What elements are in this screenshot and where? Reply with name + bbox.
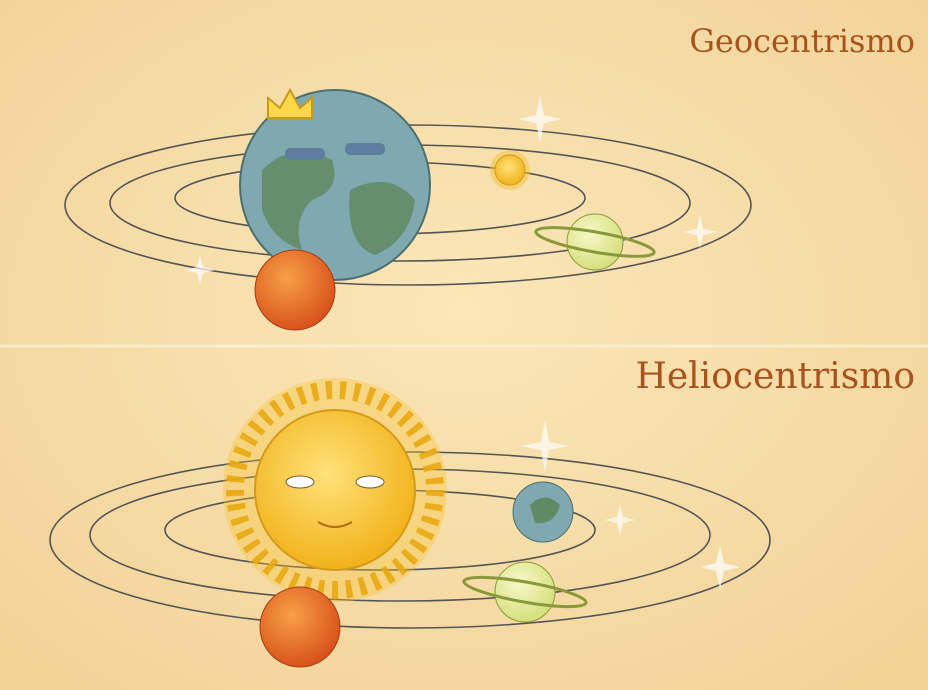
panel-title: Geocentrismo	[689, 22, 915, 60]
illustration: Geocentrismo Heliocentrismo	[0, 0, 928, 690]
panel-title: Heliocentrismo	[635, 356, 915, 397]
page: Geocentrismo Heliocentrismo	[0, 0, 928, 690]
